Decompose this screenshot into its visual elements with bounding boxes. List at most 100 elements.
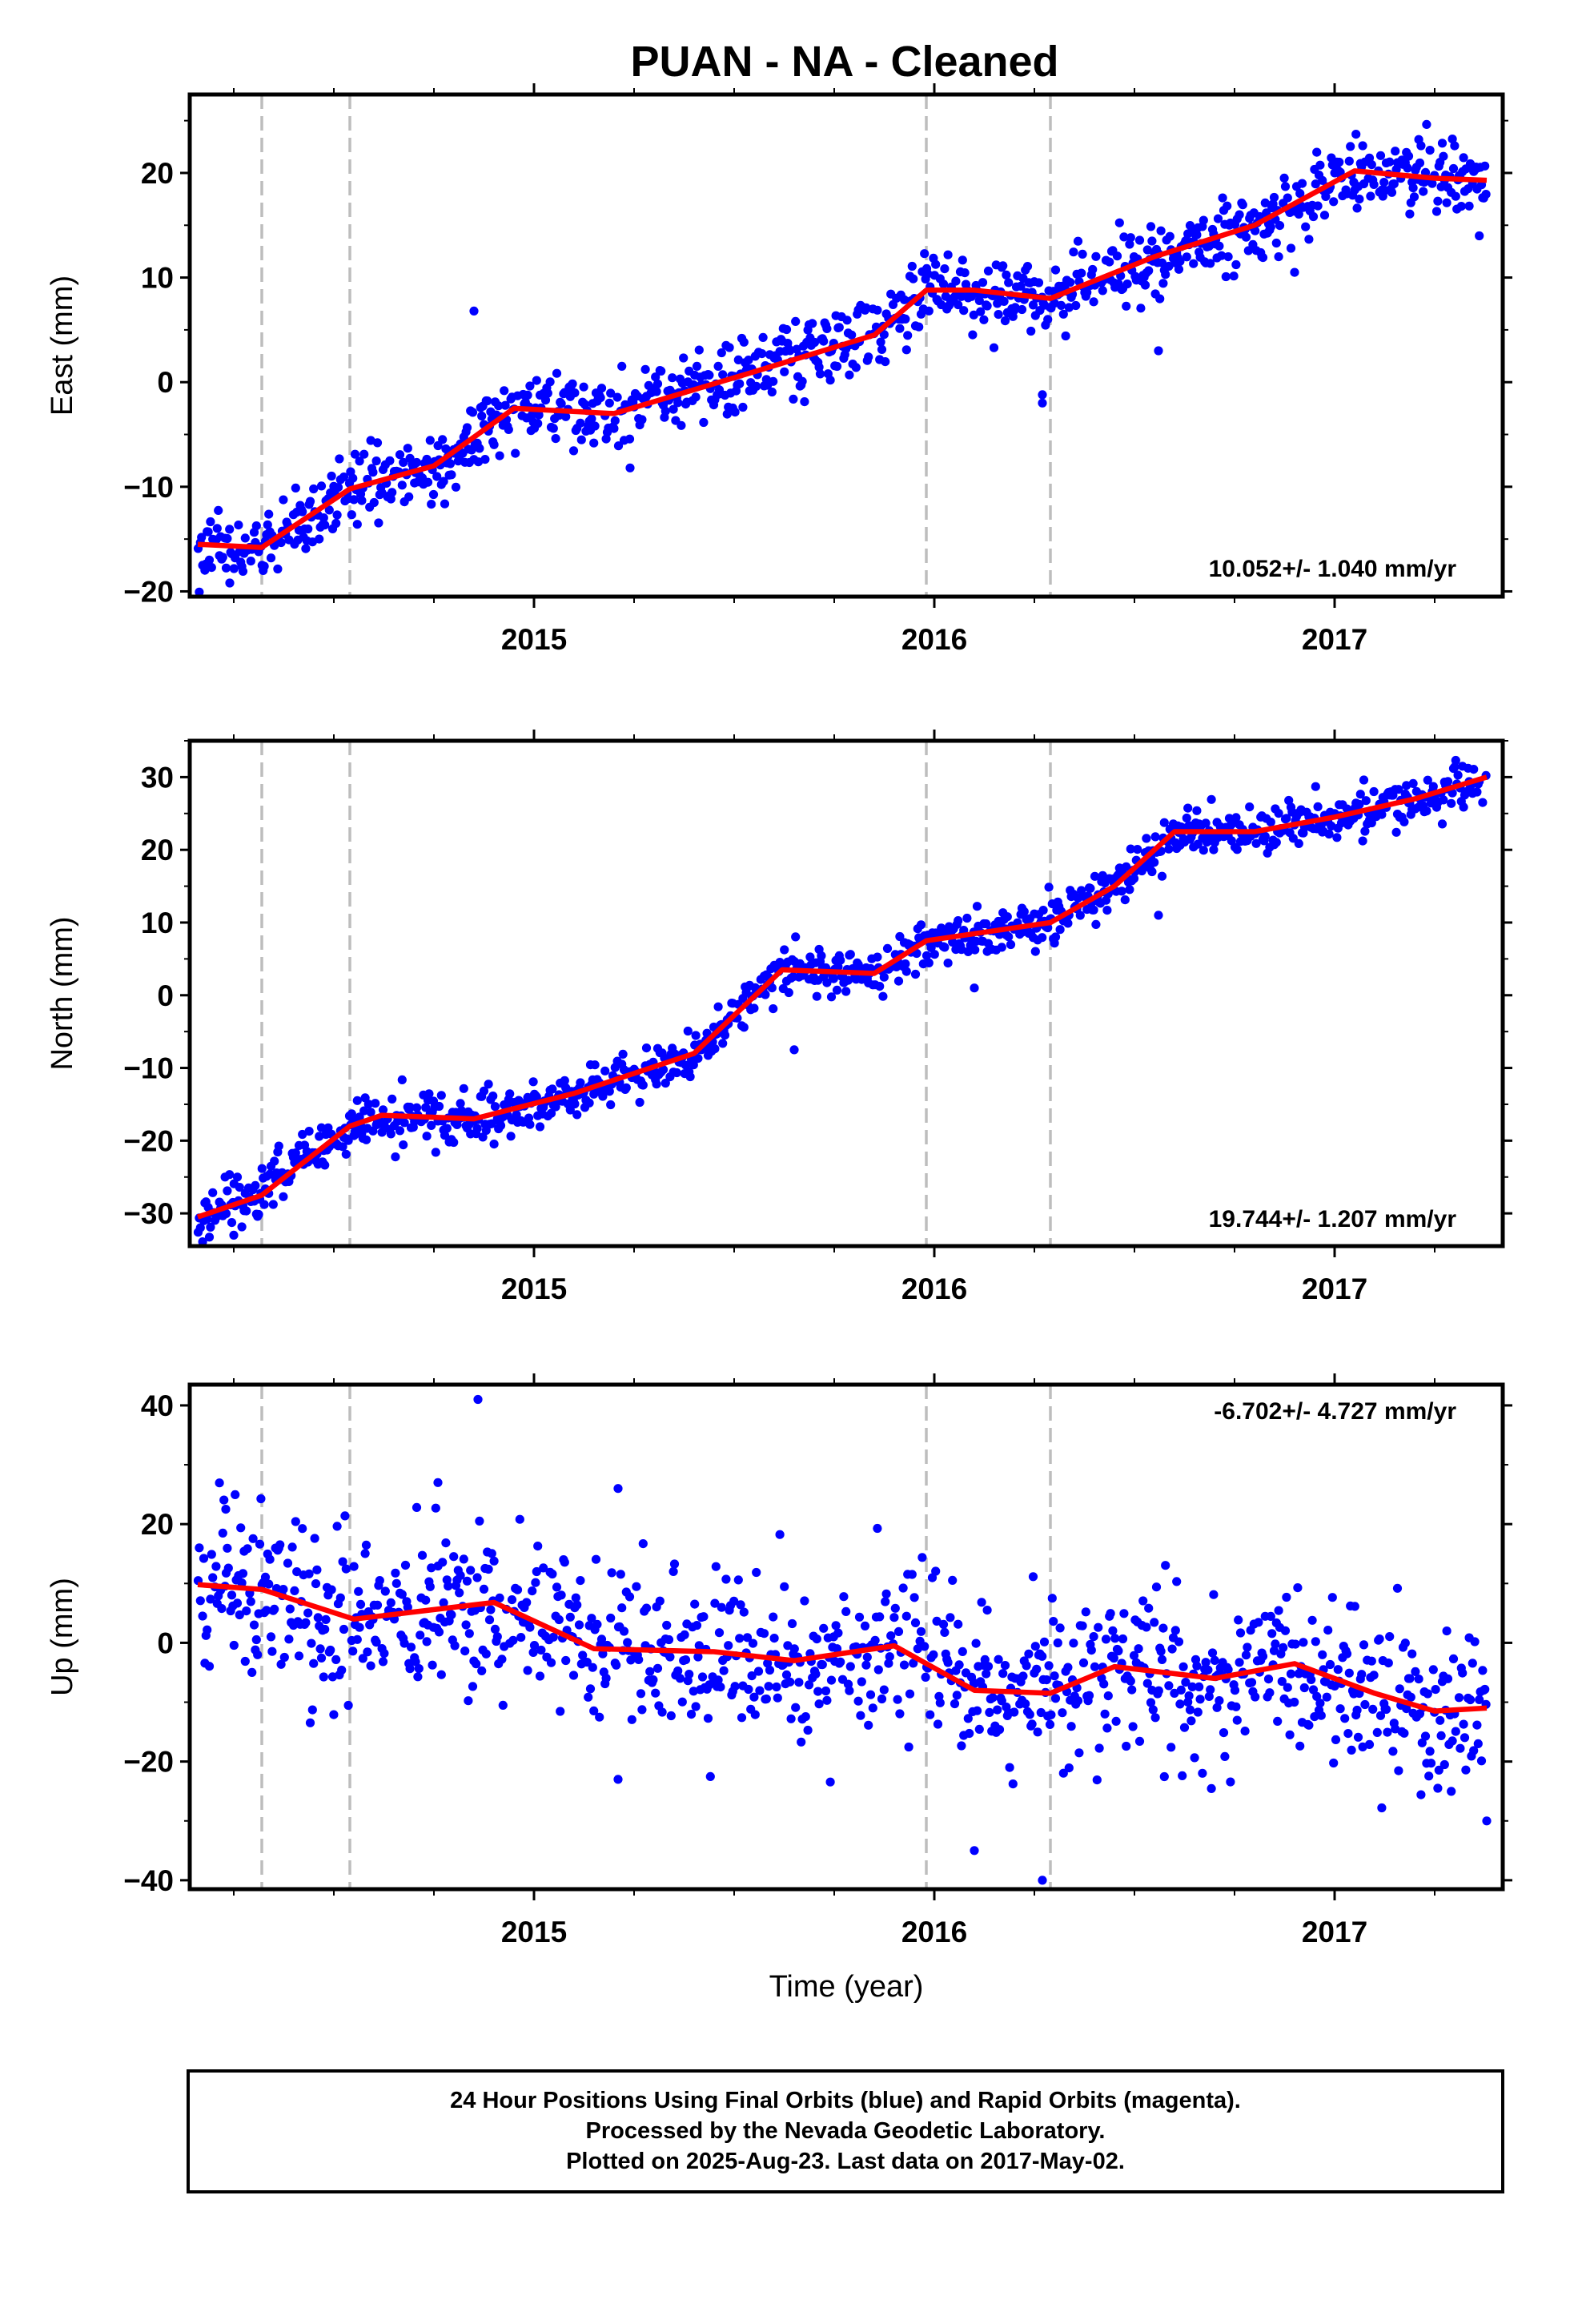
data-point bbox=[560, 1076, 569, 1085]
data-point bbox=[535, 1122, 545, 1132]
data-point bbox=[1034, 278, 1044, 287]
data-point bbox=[809, 337, 820, 348]
data-point bbox=[329, 1710, 339, 1719]
data-point bbox=[1267, 1629, 1277, 1638]
data-point bbox=[428, 1660, 437, 1670]
data-point bbox=[427, 500, 436, 509]
data-point bbox=[988, 1693, 998, 1703]
data-point bbox=[472, 1659, 481, 1669]
data-point bbox=[853, 1696, 863, 1706]
data-point bbox=[1293, 1583, 1303, 1593]
data-point bbox=[725, 343, 734, 352]
data-point bbox=[591, 1554, 601, 1564]
data-point bbox=[1436, 182, 1446, 191]
data-point bbox=[1151, 1582, 1162, 1592]
data-point bbox=[1476, 1756, 1487, 1766]
data-point bbox=[298, 1129, 307, 1140]
data-point bbox=[1366, 191, 1375, 201]
data-point bbox=[1157, 871, 1167, 881]
data-point bbox=[268, 1200, 278, 1209]
data-point bbox=[444, 1582, 453, 1591]
data-point bbox=[312, 1565, 322, 1574]
data-point bbox=[1150, 1618, 1159, 1627]
data-point bbox=[680, 1630, 689, 1639]
data-point bbox=[1392, 1583, 1403, 1593]
data-point bbox=[921, 951, 932, 960]
data-point bbox=[366, 436, 375, 445]
data-point bbox=[1038, 906, 1048, 915]
data-point bbox=[1089, 905, 1098, 915]
data-point bbox=[668, 373, 677, 383]
data-point bbox=[1265, 1688, 1275, 1698]
data-point bbox=[1027, 1719, 1037, 1729]
data-point bbox=[1469, 765, 1479, 774]
data-point bbox=[1210, 1655, 1219, 1665]
data-point bbox=[1150, 1713, 1160, 1723]
data-point bbox=[1433, 1783, 1443, 1793]
data-point bbox=[1174, 1637, 1184, 1647]
y-axis-label: East (mm) bbox=[46, 275, 79, 416]
data-point bbox=[1100, 1709, 1110, 1719]
data-point bbox=[1114, 218, 1124, 227]
data-point bbox=[873, 952, 882, 962]
data-point bbox=[1480, 161, 1490, 171]
data-point bbox=[1269, 192, 1279, 203]
data-point bbox=[617, 361, 627, 371]
data-point bbox=[1473, 1739, 1483, 1748]
data-point bbox=[1008, 1779, 1018, 1789]
data-point bbox=[733, 1575, 743, 1585]
data-point bbox=[962, 913, 972, 923]
data-point bbox=[1002, 912, 1012, 922]
data-point bbox=[270, 1156, 279, 1166]
data-point bbox=[391, 1152, 400, 1162]
data-point bbox=[655, 1596, 665, 1606]
data-point bbox=[246, 1597, 255, 1606]
data-point bbox=[958, 1647, 967, 1656]
data-point bbox=[669, 1566, 678, 1576]
data-point bbox=[970, 945, 980, 955]
data-point bbox=[1010, 303, 1020, 312]
data-point bbox=[954, 300, 963, 310]
data-point bbox=[441, 444, 451, 454]
data-point bbox=[561, 412, 571, 421]
model-line bbox=[197, 168, 1488, 550]
data-point bbox=[691, 1702, 701, 1711]
data-point bbox=[422, 1637, 432, 1647]
x-tick-label: 2017 bbox=[1302, 623, 1367, 656]
data-point bbox=[954, 916, 963, 926]
data-point bbox=[552, 1582, 562, 1592]
data-point bbox=[713, 1002, 723, 1011]
data-point bbox=[1114, 1646, 1123, 1656]
data-point bbox=[683, 1026, 693, 1036]
data-point bbox=[624, 434, 635, 444]
plot-frame bbox=[187, 1382, 1505, 1892]
data-point bbox=[909, 274, 918, 283]
data-point bbox=[1102, 1723, 1112, 1733]
data-point bbox=[1071, 300, 1081, 311]
data-point bbox=[279, 1192, 288, 1201]
data-point bbox=[735, 379, 745, 388]
data-point bbox=[462, 1576, 472, 1586]
data-point bbox=[406, 1642, 416, 1652]
data-point bbox=[613, 1775, 623, 1784]
y-tick-label: 20 bbox=[141, 157, 174, 190]
data-point bbox=[785, 346, 795, 356]
data-point bbox=[305, 497, 315, 506]
data-point bbox=[1260, 198, 1270, 207]
data-point bbox=[717, 348, 726, 358]
data-point bbox=[251, 1180, 260, 1190]
data-point bbox=[721, 1574, 731, 1584]
data-point bbox=[1409, 192, 1419, 202]
data-point bbox=[983, 1662, 994, 1671]
data-point bbox=[533, 1542, 543, 1551]
data-point bbox=[1391, 147, 1400, 156]
data-point bbox=[1322, 1692, 1331, 1702]
data-point bbox=[204, 555, 215, 565]
data-point bbox=[404, 492, 414, 502]
data-point bbox=[1101, 1634, 1111, 1644]
data-point bbox=[481, 1649, 491, 1659]
data-point bbox=[313, 1613, 323, 1622]
data-point bbox=[1025, 1710, 1034, 1719]
data-point bbox=[1383, 1659, 1393, 1668]
data-point bbox=[920, 1642, 930, 1651]
